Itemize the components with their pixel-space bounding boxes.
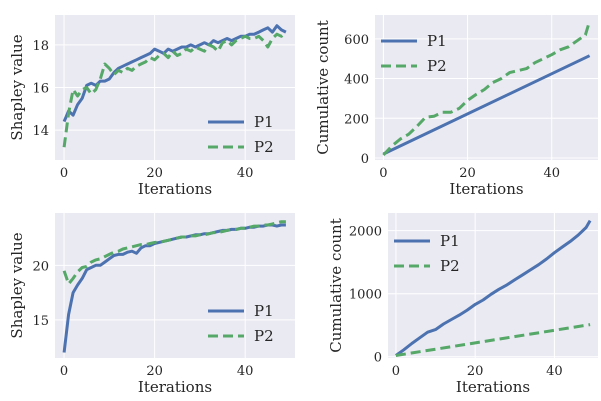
x-tick-label: 40 bbox=[546, 364, 563, 379]
y-tick-label: 18 bbox=[32, 39, 49, 54]
y-tick-label: 600 bbox=[344, 33, 369, 48]
y-tick-label: 400 bbox=[344, 73, 369, 88]
y-tick-label: 16 bbox=[32, 82, 49, 97]
series-line-p1 bbox=[395, 219, 592, 357]
x-tick-label: 20 bbox=[467, 364, 484, 379]
y-tick-label: 2000 bbox=[349, 225, 382, 240]
y-tick-label: 14 bbox=[32, 124, 49, 139]
legend-label-p2: P2 bbox=[254, 327, 274, 345]
x-axis-label: Iterations bbox=[138, 180, 212, 198]
x-tick-label: 0 bbox=[60, 364, 68, 379]
legend-label-p1: P1 bbox=[254, 113, 274, 131]
y-tick-label: 0 bbox=[374, 351, 382, 366]
series-line-p2 bbox=[395, 323, 591, 357]
y-tick-label: 0 bbox=[361, 152, 369, 167]
legend-label-p2: P2 bbox=[440, 257, 460, 275]
x-tick-label: 40 bbox=[543, 166, 560, 181]
x-axis-label: Iterations bbox=[449, 180, 523, 198]
x-tick-label: 20 bbox=[146, 364, 163, 379]
y-axis-label: Cumulative count bbox=[314, 20, 332, 155]
x-tick-label: 0 bbox=[60, 166, 68, 181]
legend-label-p2: P2 bbox=[254, 138, 274, 156]
series-line-p1 bbox=[382, 54, 591, 156]
x-axis-label: Iterations bbox=[456, 378, 530, 396]
y-tick-label: 15 bbox=[32, 314, 49, 329]
x-tick-label: 0 bbox=[379, 166, 387, 181]
legend-label-p2: P2 bbox=[427, 57, 447, 75]
legend-label-p1: P1 bbox=[440, 232, 460, 250]
x-tick-label: 20 bbox=[459, 166, 476, 181]
series-line-p2 bbox=[62, 31, 287, 148]
x-axis-label: Iterations bbox=[138, 378, 212, 396]
y-tick-label: 20 bbox=[32, 259, 49, 274]
series-line-p1 bbox=[62, 223, 286, 353]
y-axis-label: Shapley value bbox=[8, 34, 26, 140]
series-line-p1 bbox=[62, 24, 287, 123]
subplot-4: 0 20 40 0 1000 2000 Iterations Cumulative count… bbox=[327, 213, 598, 396]
legend-label-p1: P1 bbox=[427, 32, 447, 50]
y-axis-label: Cumulative count bbox=[327, 218, 345, 353]
y-tick-label: 1000 bbox=[349, 288, 382, 303]
x-tick-label: 0 bbox=[392, 364, 400, 379]
y-axis-label: Shapley value bbox=[8, 232, 26, 338]
x-tick-label: 40 bbox=[237, 166, 254, 181]
series-line-p2 bbox=[382, 20, 592, 157]
x-tick-label: 20 bbox=[146, 166, 163, 181]
x-tick-label: 40 bbox=[237, 364, 254, 379]
y-tick-label: 200 bbox=[344, 112, 369, 127]
legend-label-p1: P1 bbox=[254, 302, 274, 320]
